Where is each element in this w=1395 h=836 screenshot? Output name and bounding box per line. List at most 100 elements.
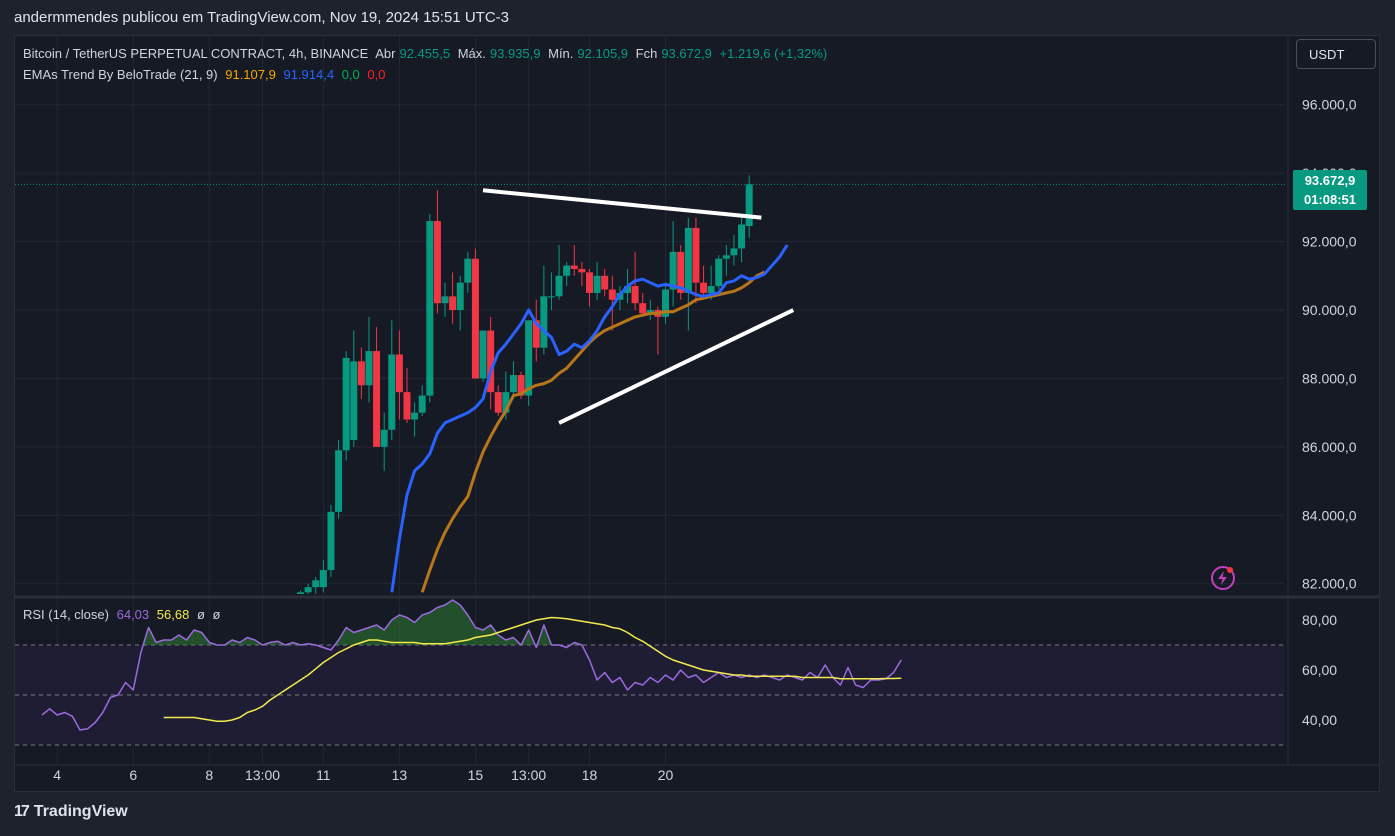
price-tick-label: 90.000,0 <box>1302 302 1357 318</box>
candle-up <box>563 265 571 276</box>
candle-down <box>570 265 578 269</box>
ema9-value: 91.914,4 <box>283 67 335 82</box>
rsi-tick-label: 60,00 <box>1302 662 1337 678</box>
ema-lines <box>390 244 789 593</box>
candle-down <box>631 286 639 304</box>
candle-up <box>350 361 358 441</box>
low-label: Mín. <box>548 46 574 61</box>
rsi-pane <box>41 599 902 731</box>
candle-down <box>532 320 540 348</box>
price-tick-label: 84.000,0 <box>1302 507 1357 523</box>
candle-up <box>722 255 730 259</box>
candle-up <box>669 251 677 290</box>
open-value: 92.455,5 <box>399 46 451 61</box>
candle-up <box>624 286 632 293</box>
rsi-label: RSI (14, close) <box>23 607 109 622</box>
time-tick-label: 4 <box>53 767 61 783</box>
candle-down <box>677 251 685 293</box>
price-tick-label: 96.000,0 <box>1302 97 1357 113</box>
candle-up <box>380 429 388 447</box>
time-tick-label: 13 <box>392 767 408 783</box>
high-label: Máx. <box>457 46 486 61</box>
lightning-icon[interactable] <box>1209 564 1237 592</box>
candle-up <box>684 227 692 293</box>
candle-up <box>707 286 715 293</box>
candle-up <box>464 258 472 283</box>
time-tick-label: 8 <box>205 767 213 783</box>
candle-down <box>700 282 708 293</box>
candle-up <box>335 450 343 512</box>
candle-up <box>509 375 517 393</box>
candle-down <box>639 303 647 314</box>
candle-up <box>646 310 654 314</box>
price-tick-label: 82.000,0 <box>1302 576 1357 592</box>
rsi-value: 64,03 <box>116 607 150 622</box>
rsi-ma-value: 56,68 <box>156 607 190 622</box>
rsi-extra-1: ø <box>196 607 205 622</box>
candle-down <box>357 361 365 386</box>
candle-down <box>373 351 381 447</box>
candle-up <box>441 296 449 304</box>
candle-down <box>692 227 700 283</box>
close-label: Fch <box>635 46 658 61</box>
candle-down <box>601 275 609 290</box>
price-tick-label: 92.000,0 <box>1302 234 1357 250</box>
time-tick-label: 20 <box>658 767 674 783</box>
candle-up <box>593 275 601 293</box>
rsi-band-background <box>15 644 1285 746</box>
candle-down <box>433 221 441 304</box>
tradingview-logo-icon: 17 <box>14 803 30 820</box>
candle-down <box>494 392 502 413</box>
candle-up <box>411 412 419 420</box>
candle-up <box>418 395 426 413</box>
rsi-line <box>41 599 902 731</box>
candle-up <box>319 570 327 588</box>
candle-up <box>304 587 312 593</box>
open-label: Abr <box>375 46 396 61</box>
brand-name: TradingView <box>33 803 128 820</box>
resistance-trendline <box>482 188 762 220</box>
ema9-line <box>390 244 789 593</box>
ema21-line <box>420 270 766 593</box>
currency-button[interactable]: USDT <box>1296 39 1376 69</box>
rsi-legend[interactable]: RSI (14, close) 64,03 56,68 ø ø <box>23 607 224 622</box>
candle-down <box>608 289 616 300</box>
candle-up <box>662 289 670 317</box>
time-tick-label: 15 <box>468 767 484 783</box>
symbol-legend[interactable]: Bitcoin / TetherUS PERPETUAL CONTRACT, 4… <box>23 46 831 61</box>
trendlines <box>482 188 795 425</box>
indicator-value-4: 0,0 <box>367 67 386 82</box>
low-value: 92.105,9 <box>577 46 629 61</box>
candle-up <box>327 511 335 571</box>
candle-up <box>715 258 723 287</box>
candle-up <box>365 351 373 386</box>
candle-up <box>525 320 533 396</box>
rsi-tick-label: 40,00 <box>1302 712 1337 728</box>
candle-up <box>342 357 350 451</box>
rsi-ma-line <box>163 616 902 723</box>
indicator-value-3: 0,0 <box>341 67 360 82</box>
rsi-tick-label: 80,00 <box>1302 612 1337 628</box>
price-tick-label: 86.000,0 <box>1302 439 1357 455</box>
publisher-header: andermmendes publicou em TradingView.com… <box>14 9 509 26</box>
indicator-legend[interactable]: EMAs Trend By BeloTrade (21, 9) 91.107,9… <box>23 67 389 82</box>
tradingview-footer[interactable]: 17 TradingView <box>14 803 128 821</box>
price-tick-label: 88.000,0 <box>1302 370 1357 386</box>
time-tick-label: 13:00 <box>245 767 280 783</box>
candle-down <box>578 268 586 273</box>
candle-up <box>738 224 746 249</box>
bar-countdown: 01:08:51 <box>1303 192 1357 207</box>
candle-down <box>585 272 593 293</box>
candle-down <box>517 375 525 396</box>
current-price-tag: 93.672,9 01:08:51 <box>1293 170 1367 210</box>
rsi-extra-2: ø <box>212 607 221 622</box>
support-trendline <box>558 308 795 425</box>
candle-up <box>745 184 753 227</box>
candlestick-series <box>297 175 753 594</box>
time-tick-label: 13:00 <box>511 767 546 783</box>
candle-down <box>471 258 479 379</box>
indicator-name: EMAs Trend By BeloTrade (21, 9) <box>23 67 218 82</box>
candle-down <box>395 354 403 393</box>
time-axis: 4 6 8 13:00 11 13 15 13:00 18 20 <box>53 767 673 783</box>
